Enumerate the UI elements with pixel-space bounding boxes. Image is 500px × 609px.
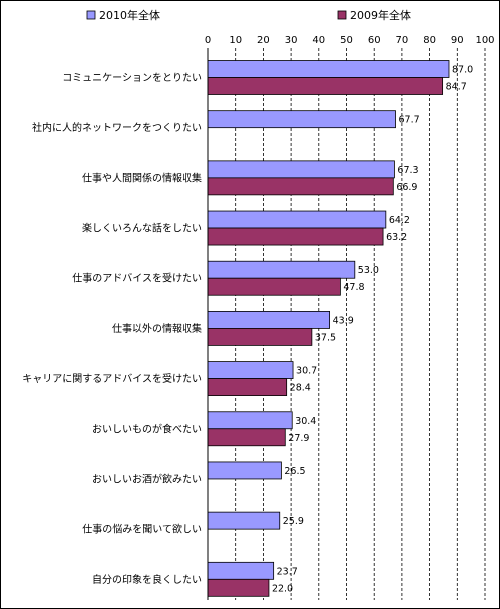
bar-2009 [207,378,288,396]
bar-2009 [207,328,313,346]
category-label: 楽しくいろんな話をしたい [82,222,202,235]
legend-label-1: 2009年全体 [350,8,411,22]
x-tick-label: 50 [340,35,353,46]
bars: 87.0 84.7 67.7 67.3 66.9 64.2 63.2 53.0 47.8 43.9… [207,60,473,597]
data-label: 26.5 [284,466,305,477]
data-label: 22.0 [272,583,293,594]
x-tick-label: 60 [368,35,381,46]
data-label: 87.0 [452,65,473,76]
bar-2010 [207,361,294,379]
bar-2009 [207,77,444,95]
legend-label-0: 2010年全体 [99,8,160,22]
legend-swatch-0 [86,10,96,20]
category-label: 仕事以外の情報収集 [112,322,202,335]
x-tick-label: 70 [396,35,409,46]
x-tick-label: 80 [423,35,436,46]
bar-2010 [207,311,331,329]
data-label: 30.7 [296,366,317,377]
category-labels: コミュニケーションをとりたい社内に人的ネットワークをつくりたい仕事や人間関係の情… [22,72,202,586]
category-label: 仕事や人間関係の情報収集 [82,171,202,184]
x-tick-label: 0 [205,35,211,46]
bar-2010 [207,461,282,480]
data-label: 25.9 [283,516,304,527]
data-label: 67.7 [399,115,420,126]
bar-2009 [207,227,384,246]
legend: 2010年全体 2009年全体 [86,8,411,22]
data-label: 66.9 [396,182,417,193]
bar-2010 [207,110,396,129]
bar-2010 [207,260,356,279]
category-label: おいしいものが食べたい [92,422,202,435]
category-label: キャリアに関するアドバイスを受けたい [22,373,202,385]
bar-2009 [207,578,270,597]
bar-2009 [207,177,394,196]
x-tick-label: 10 [229,35,242,46]
x-tick-label: 100 [475,35,494,46]
x-tick-label: 90 [451,35,464,46]
data-label: 84.7 [446,82,467,93]
data-label: 37.5 [315,332,336,343]
bar-2010 [207,411,293,430]
category-label: コミュニケーションをとりたい [62,72,202,84]
data-label: 53.0 [358,265,379,276]
data-label: 47.8 [343,282,364,293]
x-axis-ticks: 0 10 20 30 40 50 60 70 80 90 100 [205,35,495,46]
data-label: 27.9 [288,433,309,444]
x-tick-label: 20 [257,35,270,46]
category-label: おいしいお酒が飲みたい [92,472,202,485]
bar-2010 [207,60,450,78]
bar-2010 [207,561,275,580]
gridlines [235,48,486,600]
category-label: 自分の印象を良くしたい [92,573,202,586]
bar-2010 [207,160,395,179]
category-label: 仕事のアドバイスを受けたい [72,272,202,285]
data-label: 30.4 [295,416,316,427]
data-label: 63.2 [386,232,407,243]
x-tick-label: 30 [285,35,298,46]
bar-2009 [207,277,341,296]
data-label: 67.3 [397,165,418,176]
data-label: 64.2 [389,215,410,226]
category-label: 社内に人的ネットワークをつくりたい [32,121,202,134]
x-tick-label: 40 [312,35,325,46]
category-label: 仕事の悩みを聞いて欲しい [82,523,202,536]
data-label: 28.4 [290,383,311,394]
bar-2009 [207,428,286,447]
bar-2010 [207,210,387,229]
bar-2010 [207,511,281,530]
data-label: 23.7 [277,566,298,577]
data-label: 43.9 [333,315,354,326]
legend-swatch-1 [337,10,347,20]
